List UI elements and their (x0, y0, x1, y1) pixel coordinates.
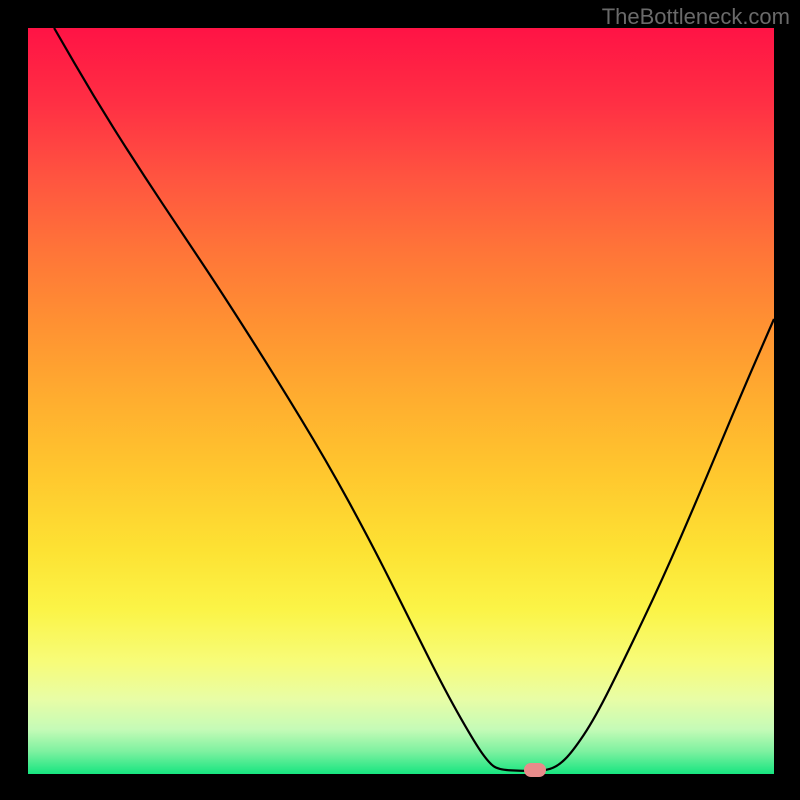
watermark-text: TheBottleneck.com (602, 4, 790, 30)
optimal-point-marker (524, 763, 546, 777)
plot-area (28, 28, 774, 774)
bottleneck-curve (28, 28, 774, 774)
